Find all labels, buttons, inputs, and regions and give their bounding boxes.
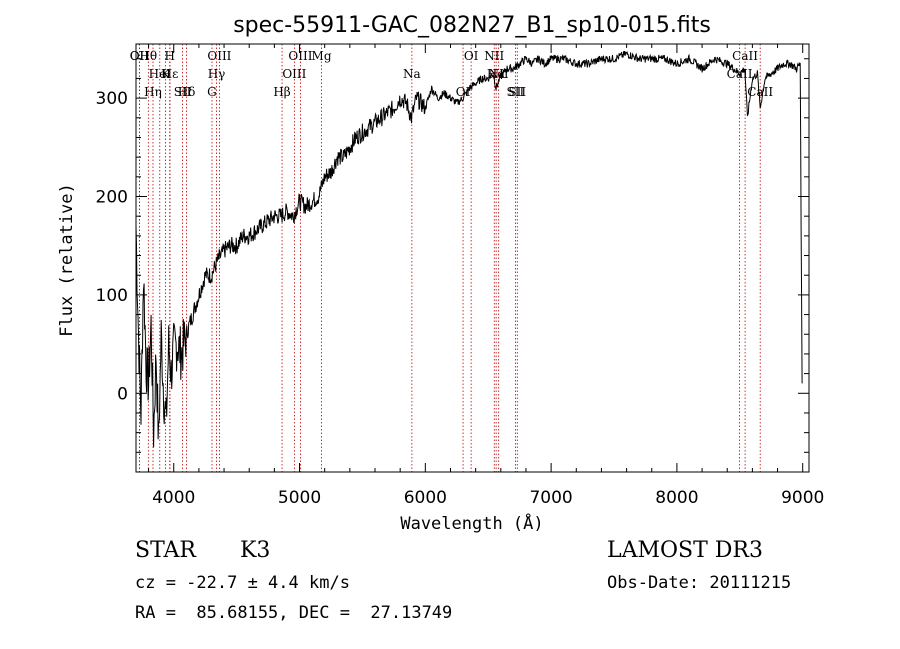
axis-ticks: 4000 5000 6000 7000 8000 9000 0 100 200 300 bbox=[96, 44, 824, 508]
spectral-line-label: HeI bbox=[149, 67, 172, 81]
y-axis-title: Flux (relative) bbox=[57, 183, 77, 337]
spectral-line-label: Na bbox=[403, 67, 421, 81]
spectral-line-label: Hη bbox=[144, 85, 162, 99]
spectral-line-label: CaII bbox=[747, 85, 773, 99]
x-tick-label: 9000 bbox=[781, 488, 824, 508]
object-class: STAR bbox=[135, 538, 196, 563]
spectral-line-label: K bbox=[161, 67, 171, 81]
y-tick-label: 300 bbox=[96, 89, 128, 109]
spectral-line-label: SII bbox=[507, 85, 525, 99]
spectral-line-label: OII bbox=[130, 49, 150, 63]
spectral-line-label: Mg bbox=[312, 49, 332, 63]
spectral-lines-layer: HθKHδOIIHeISIIOIIIHγGOIIIOIIIHβMgNaOIOIH… bbox=[130, 44, 773, 472]
x-tick-label: 5000 bbox=[278, 488, 321, 508]
spectral-line-label: Hβ bbox=[273, 85, 290, 99]
spectral-line-label: OI bbox=[464, 49, 479, 63]
x-axis-title: Wavelength (Å) bbox=[400, 512, 543, 534]
spectral-line-label: OI bbox=[456, 85, 471, 99]
spectral-line-label: OIII bbox=[282, 67, 306, 81]
object-subclass: K3 bbox=[240, 538, 271, 563]
spectrum-series-line bbox=[135, 51, 803, 448]
spectral-line-label: H bbox=[164, 49, 174, 63]
x-tick-label: 8000 bbox=[655, 488, 698, 508]
spectral-line-label: Hε bbox=[162, 67, 179, 81]
y-tick-label: 100 bbox=[96, 286, 128, 306]
spectral-line-label: CaII bbox=[732, 49, 758, 63]
x-tick-label: 6000 bbox=[404, 488, 447, 508]
spectral-line-label: G bbox=[207, 85, 217, 99]
spectral-line-label: NII bbox=[484, 49, 504, 63]
spectral-line-label: SII bbox=[508, 85, 526, 99]
x-tick-label: 4000 bbox=[152, 488, 195, 508]
redshift-readout: cz = -22.7 ± 4.4 km/s bbox=[135, 573, 350, 593]
spectral-line-label: OIII bbox=[288, 49, 312, 63]
spectral-line-label: Hγ bbox=[208, 67, 226, 81]
survey-name: LAMOST DR3 bbox=[607, 538, 763, 563]
y-tick-label: 0 bbox=[117, 384, 128, 404]
y-tick-label: 200 bbox=[96, 188, 128, 208]
x-tick-label: 7000 bbox=[529, 488, 572, 508]
coordinates-readout: RA = 85.68155, DEC = 27.13749 bbox=[135, 603, 453, 623]
spectral-line-label: Hδ bbox=[178, 85, 196, 99]
spectral-line-label: OIII bbox=[207, 49, 231, 63]
chart-title: spec-55911-GAC_082N27_B1_sp10-015.fits bbox=[233, 13, 711, 38]
plot-frame bbox=[135, 43, 810, 473]
obs-date: Obs-Date: 20111215 bbox=[607, 573, 792, 593]
spectral-line-label: SII bbox=[174, 85, 192, 99]
